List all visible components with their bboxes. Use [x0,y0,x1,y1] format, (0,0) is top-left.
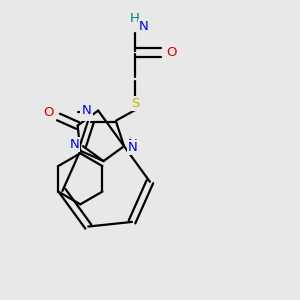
Text: N: N [128,138,138,151]
Text: N: N [82,104,92,117]
Text: O: O [167,46,177,59]
Text: N: N [140,20,149,34]
Text: O: O [43,106,53,119]
Text: N: N [69,138,79,151]
Text: O: O [43,106,53,119]
Text: N: N [82,106,92,119]
Text: N: N [82,104,92,117]
Text: N: N [139,20,149,34]
Text: N: N [128,141,137,154]
Text: O: O [167,46,177,59]
Text: H: H [130,12,140,25]
Text: H: H [130,12,140,25]
Text: N: N [70,138,80,151]
Text: S: S [131,97,139,110]
Text: N: N [81,107,91,120]
Text: S: S [131,97,139,110]
